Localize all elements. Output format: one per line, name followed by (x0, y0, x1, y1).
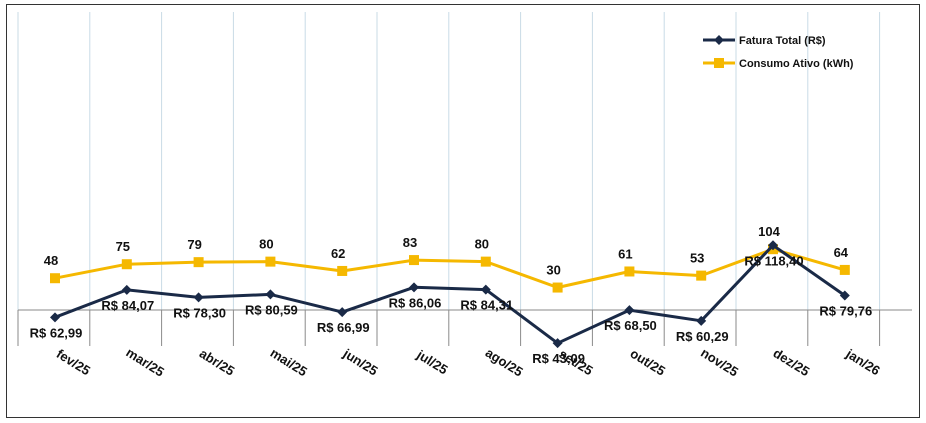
data-label-consumo-6: 80 (475, 237, 489, 252)
data-point-consumo-3 (265, 256, 276, 267)
data-label-fatura-2: R$ 78,30 (173, 305, 226, 320)
data-label-fatura-11: R$ 79,76 (819, 304, 872, 319)
data-label-fatura-10: R$ 118,40 (744, 253, 803, 268)
x-tick-label-6: ago/25 (483, 345, 526, 380)
chart-legend: Fatura Total (R$) Consumo Ativo (kWh) (703, 35, 854, 70)
data-point-fatura-0 (50, 312, 60, 323)
data-point-fatura-3 (265, 289, 276, 300)
series-line-consumo-ativo (54, 247, 846, 289)
data-point-fatura-1 (121, 284, 132, 295)
x-tick-label-11: jan/26 (843, 346, 883, 379)
data-label-fatura-1: R$ 84,07 (101, 298, 154, 313)
data-label-consumo-1: 75 (116, 239, 130, 254)
data-label-consumo-4: 62 (331, 246, 345, 261)
x-tick-label-10: dez/25 (771, 345, 813, 379)
data-label-fatura-6: R$ 84,31 (460, 298, 513, 313)
data-label-consumo-2: 79 (187, 237, 201, 252)
data-point-fatura-10 (768, 240, 778, 251)
data-label-fatura-9: R$ 60,29 (676, 329, 729, 344)
data-label-consumo-5: 83 (403, 235, 417, 250)
data-label-consumo-9: 53 (690, 251, 704, 266)
data-point-fatura-4 (337, 307, 348, 318)
series-line-fatura-total (54, 243, 846, 345)
data-label-fatura-0: R$ 62,99 (30, 325, 83, 340)
x-tick-label-2: abr/25 (197, 346, 237, 379)
legend-label-0: Fatura Total (R$) (739, 35, 826, 47)
x-tick-label-5: jul/25 (413, 346, 450, 377)
data-label-fatura-7: R$ 43,09 (532, 351, 585, 366)
data-label-fatura-5: R$ 86,06 (389, 295, 442, 310)
legend-label-1: Consumo Ativo (kWh) (739, 58, 854, 70)
data-point-fatura-8 (624, 305, 635, 316)
x-tick-label-0: fev/25 (54, 346, 93, 378)
data-label-consumo-11: 64 (834, 245, 849, 260)
legend-marker-diamond (714, 35, 724, 45)
data-point-consumo-11 (839, 264, 850, 275)
data-point-consumo-0 (50, 273, 60, 284)
x-tick-label-1: mar/25 (123, 345, 167, 380)
chart-frame (6, 4, 920, 418)
data-label-consumo-8: 61 (618, 246, 632, 261)
data-point-consumo-9 (696, 270, 707, 281)
data-point-consumo-2 (193, 257, 204, 268)
x-axis-tick-marks (17, 310, 881, 346)
data-point-consumo-7 (552, 282, 563, 293)
data-labels: 48 75 79 80 62 83 80 30 61 53 104 64 R$ 62,99 R$ 84,0… (30, 224, 873, 366)
data-label-fatura-8: R$ 68,50 (604, 318, 657, 333)
data-label-fatura-3: R$ 80,59 (245, 302, 298, 317)
data-point-fatura-11 (839, 290, 850, 301)
x-tick-label-4: jun/25 (340, 345, 381, 378)
x-tick-label-8: out/25 (628, 346, 668, 379)
data-point-fatura-5 (409, 282, 419, 293)
data-label-consumo-10: 104 (758, 224, 780, 239)
series-layer (50, 240, 850, 349)
data-point-fatura-7 (552, 338, 563, 349)
data-point-consumo-5 (409, 255, 419, 266)
x-tick-label-9: nov/25 (698, 345, 741, 380)
data-point-consumo-4 (337, 265, 348, 276)
data-point-fatura-6 (480, 284, 491, 295)
data-point-consumo-8 (624, 266, 635, 277)
x-tick-label-3: mai/25 (268, 345, 310, 379)
data-label-fatura-4: R$ 66,99 (317, 320, 370, 335)
data-point-fatura-9 (696, 315, 707, 326)
data-label-consumo-7: 30 (546, 263, 560, 278)
legend-marker-square (714, 58, 724, 68)
data-label-consumo-3: 80 (259, 237, 273, 252)
data-label-consumo-0: 48 (44, 253, 58, 268)
x-axis-tick-labels: fev/25 mar/25 abr/25 mai/25 jun/25 jul/25 ago/… (54, 345, 883, 380)
data-point-consumo-6 (480, 256, 491, 267)
data-point-fatura-2 (193, 292, 204, 303)
data-point-consumo-1 (121, 259, 132, 270)
